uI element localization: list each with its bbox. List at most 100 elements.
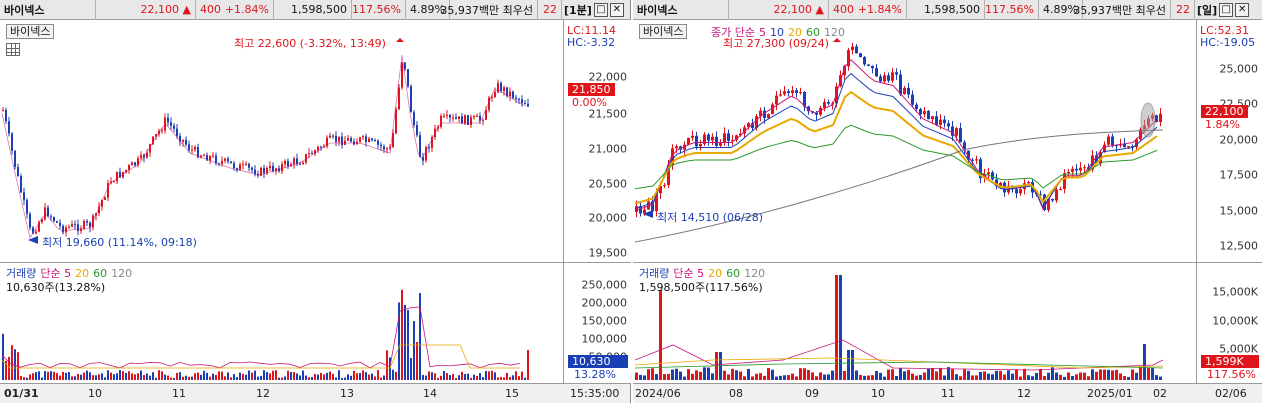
current-price-box: 22,100: [1201, 105, 1248, 118]
stock-tag[interactable]: 바이넥스: [639, 24, 688, 39]
candle: [963, 142, 966, 151]
volume-bar: [140, 370, 142, 380]
volume-bar: [470, 377, 472, 380]
candle: [266, 167, 268, 174]
candle: [128, 165, 130, 170]
period-selector[interactable]: [1분]: [564, 3, 592, 17]
volume-bar: [302, 370, 304, 380]
x-label: 2025/01: [1087, 387, 1133, 400]
candle: [1019, 189, 1022, 194]
volume-bar: [161, 371, 163, 380]
close-icon[interactable]: ✕: [1235, 2, 1250, 17]
volume-bar: [422, 374, 424, 380]
candle: [919, 109, 922, 115]
ma60-legend: 60: [805, 26, 820, 39]
price-tick: 22,000: [588, 70, 628, 84]
volume-ma60-line: [634, 361, 1164, 369]
volume-bar: [209, 376, 211, 380]
volume-bar: [119, 370, 121, 380]
volume-bar: [1103, 369, 1106, 380]
volume-bar: [68, 372, 70, 380]
minute-chart-header: 바이넥스 22,100 ▲ 400 +1.84% 1,598,500 117.5…: [0, 0, 630, 20]
candle: [68, 226, 70, 228]
candle: [635, 206, 638, 212]
volume-bar: [110, 372, 112, 380]
stock-name[interactable]: 바이넥스: [0, 0, 96, 20]
volume-bar: [867, 375, 870, 380]
hc-label: HC:-3.32: [567, 36, 616, 49]
candle: [200, 155, 202, 158]
volume-bar: [440, 375, 442, 380]
candle: [137, 158, 139, 166]
volume-bar: [164, 374, 166, 380]
candle: [227, 158, 229, 162]
volume-bar: [323, 374, 325, 380]
candle: [458, 116, 460, 119]
volume-bar: [401, 289, 403, 380]
volume-bar: [404, 304, 406, 380]
minute-chart-panel: 바이넥스 22,100 ▲ 400 +1.84% 1,598,500 117.5…: [0, 0, 631, 403]
stock-tag[interactable]: 바이넥스: [6, 24, 55, 39]
volume-bar: [104, 377, 106, 380]
volume-bar: [987, 373, 990, 380]
volume-bar: [236, 377, 238, 380]
candle: [947, 123, 950, 127]
candle: [173, 125, 175, 129]
volume-bar: [827, 374, 830, 380]
maximize-icon[interactable]: □: [593, 2, 608, 17]
volume-bar: [879, 372, 882, 380]
candle: [251, 167, 253, 170]
candle: [485, 109, 487, 120]
volume-legend: 거래량 단순 5 20 60 120: [6, 265, 136, 281]
volume-bar: [203, 370, 205, 380]
volume-bar: [365, 372, 367, 380]
volume-tick: 15,000K: [1212, 285, 1258, 299]
maximize-icon[interactable]: □: [1219, 2, 1234, 17]
x-label: 01/31: [4, 387, 39, 400]
candle: [687, 137, 690, 145]
candle: [743, 127, 746, 134]
volume-bar: [1059, 374, 1062, 380]
volume-tick: 200,000: [581, 296, 628, 310]
volume-bar: [5, 360, 7, 380]
volume-bar: [452, 374, 454, 380]
price-tick: 19,500: [588, 246, 628, 260]
candle: [26, 200, 28, 214]
candle: [263, 167, 265, 174]
volume-bar: [951, 369, 954, 380]
volume-bar: [461, 371, 463, 380]
volume-bar: [1091, 369, 1094, 380]
x-label: 13: [340, 387, 354, 400]
candle: [899, 74, 902, 95]
volume-bar: [935, 371, 938, 380]
candle: [497, 82, 499, 93]
candle: [53, 217, 55, 222]
volume-bar: [116, 373, 118, 380]
candle: [413, 112, 415, 125]
volume-bar: [500, 376, 502, 380]
up-arrow-icon: ▲: [182, 3, 191, 16]
candle: [683, 144, 686, 150]
stock-name[interactable]: 바이넥스: [633, 0, 729, 20]
ma20-legend: 20: [787, 26, 802, 39]
candle: [775, 95, 778, 105]
volume-bar: [727, 374, 730, 380]
candle: [763, 110, 766, 118]
grid-icon[interactable]: [6, 43, 20, 56]
candle: [859, 53, 862, 58]
candle: [182, 139, 184, 142]
daily-volume-scale: 15,000K 10,000K 5,000K 1,599K 117.56%: [1196, 263, 1262, 383]
close-icon[interactable]: ✕: [609, 2, 624, 17]
candle: [907, 87, 910, 95]
volume-bar: [314, 373, 316, 380]
volume-ma20-legend: 20: [75, 267, 90, 280]
candle: [767, 114, 770, 118]
volume-bar: [931, 368, 934, 380]
volume-bar: [389, 357, 391, 380]
candle: [1047, 198, 1050, 211]
period-selector[interactable]: [일]: [1197, 3, 1218, 17]
volume-bar: [895, 376, 898, 380]
candle: [1131, 146, 1134, 148]
volume-bar: [167, 375, 169, 380]
candle: [362, 136, 364, 138]
